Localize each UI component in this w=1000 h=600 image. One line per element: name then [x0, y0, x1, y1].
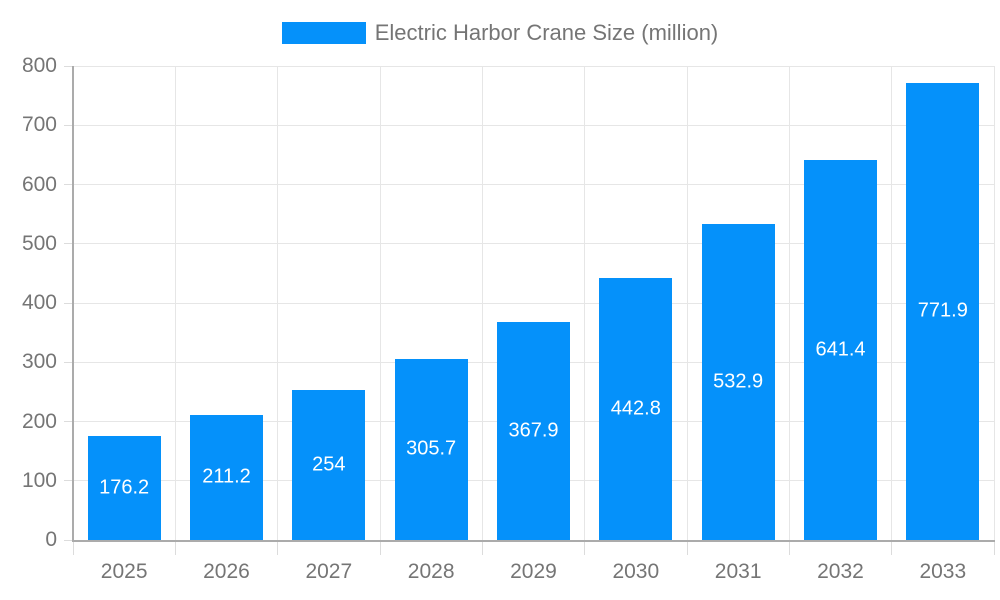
y-tick — [64, 124, 73, 126]
bar-2026: 211.2 — [190, 414, 263, 540]
y-axis-label: 400 — [21, 291, 57, 314]
y-axis-label: 100 — [21, 468, 57, 492]
y-tick — [64, 361, 73, 363]
v-gridline — [584, 66, 586, 540]
x-axis-label: 2032 — [817, 560, 864, 583]
x-tick — [481, 542, 483, 555]
x-axis-label: 2026 — [203, 560, 250, 583]
y-axis-label: 700 — [21, 113, 57, 137]
bar-2025: 176.2 — [87, 435, 161, 540]
bar-2033: 771.9 — [906, 82, 980, 540]
x-axis-label: 2027 — [305, 560, 353, 583]
v-gridline — [686, 66, 688, 540]
bar-2027: 254 — [292, 389, 366, 540]
bar-2030: 442.8 — [599, 277, 673, 540]
y-axis-label: 600 — [21, 172, 57, 196]
bar-value-label: 305.7 — [406, 437, 457, 460]
y-axis-line — [72, 66, 74, 542]
x-axis-label: 2031 — [714, 560, 762, 583]
bar-value-label: 532.9 — [713, 370, 764, 393]
x-tick — [379, 542, 381, 555]
x-axis-label: 2029 — [510, 560, 557, 583]
y-tick — [64, 184, 73, 185]
x-tick — [788, 542, 790, 555]
x-axis-label: 2030 — [612, 560, 660, 583]
x-tick — [277, 542, 279, 555]
h-gridline — [73, 124, 994, 126]
v-gridline — [481, 66, 483, 540]
legend-label: Electric Harbor Crane Size (million) — [374, 20, 719, 45]
y-tick — [64, 421, 73, 422]
legend-swatch — [281, 22, 366, 44]
v-gridline — [277, 66, 279, 540]
y-tick — [64, 302, 73, 304]
h-gridline — [73, 184, 994, 185]
bar-2032: 641.4 — [804, 159, 877, 540]
y-tick — [64, 243, 73, 245]
x-tick — [993, 542, 995, 555]
x-axis-label: 2033 — [919, 560, 967, 583]
y-axis-label: 300 — [21, 350, 57, 374]
x-axis-line — [72, 540, 995, 542]
bar-value-label: 176.2 — [99, 476, 150, 499]
y-axis-label: 500 — [21, 231, 57, 255]
y-tick — [64, 480, 73, 482]
bar-value-label: 641.4 — [815, 338, 866, 361]
y-axis-label: 0 — [45, 528, 57, 551]
bar-2028: 305.7 — [394, 358, 468, 540]
h-gridline — [73, 65, 994, 67]
bar-value-label: 211.2 — [202, 465, 251, 488]
bar-2029: 367.9 — [497, 322, 570, 540]
bar-value-label: 254 — [312, 453, 346, 476]
x-tick — [72, 542, 74, 555]
v-gridline — [993, 66, 995, 540]
h-gridline — [73, 302, 994, 304]
x-tick — [686, 542, 688, 555]
x-tick — [584, 542, 586, 555]
legend: Electric Harbor Crane Size (million) — [0, 20, 1000, 46]
legend-item[interactable]: Electric Harbor Crane Size (million) — [281, 20, 719, 46]
y-tick — [64, 65, 73, 67]
v-gridline — [891, 66, 893, 540]
y-axis-label: 800 — [21, 54, 57, 77]
v-gridline — [379, 66, 381, 540]
y-tick — [64, 539, 73, 541]
y-axis-label: 200 — [21, 409, 57, 433]
x-tick — [891, 542, 893, 555]
v-gridline — [174, 66, 176, 540]
x-axis-label: 2025 — [100, 560, 148, 583]
bar-value-label: 367.9 — [508, 419, 559, 442]
h-gridline — [73, 243, 994, 245]
x-tick — [174, 542, 176, 555]
bar-value-label: 442.8 — [610, 397, 661, 420]
v-gridline — [788, 66, 790, 540]
bar-value-label: 771.9 — [917, 299, 968, 322]
x-axis-label: 2028 — [407, 560, 455, 583]
bar-2031: 532.9 — [701, 224, 775, 540]
